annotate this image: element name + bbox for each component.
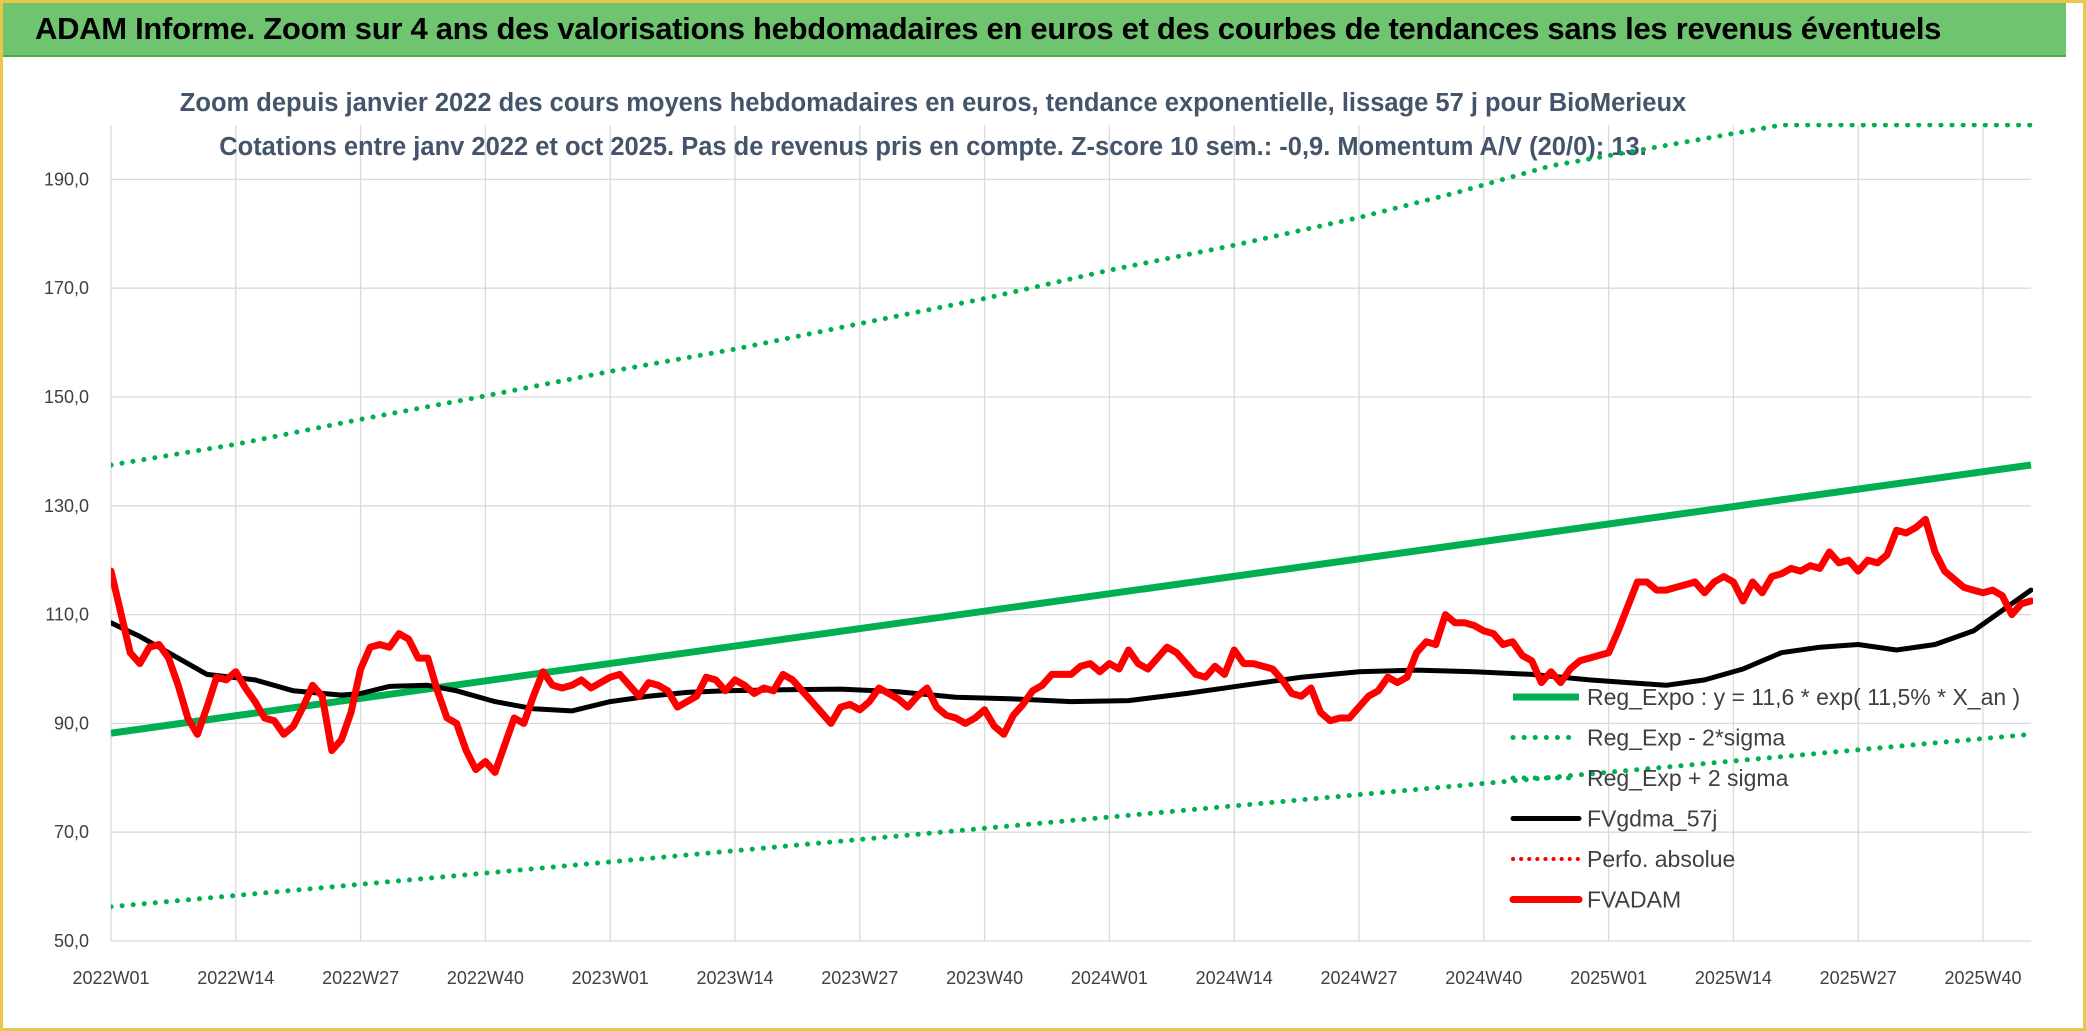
fvadam-line <box>111 515 2033 776</box>
fvgdma-57j-line <box>111 587 2033 714</box>
x-tick-label: 2024W27 <box>1320 968 1397 988</box>
header-banner: ADAM Informe. Zoom sur 4 ans des valoris… <box>3 3 2066 57</box>
chart-subtitle: Cotations entre janv 2022 et oct 2025. P… <box>219 133 1647 161</box>
y-tick-label: 110,0 <box>45 605 89 625</box>
legend-label-reg-expo-line: Reg_Expo : y = 11,6 * exp( 11,5% * X_an … <box>1587 684 2020 710</box>
legend-label-reg-exp-plus-2sigma-line: Reg_Exp + 2 sigma <box>1587 765 1789 791</box>
reg-exp-minus-2sigma-line <box>111 731 2033 910</box>
y-tick-label: 130,0 <box>44 496 89 516</box>
line-chart: Zoom depuis janvier 2022 des cours moyen… <box>44 89 2033 988</box>
y-tick-label: 190,0 <box>44 169 89 189</box>
x-tick-label: 2024W14 <box>1196 968 1273 988</box>
x-tick-label: 2023W27 <box>821 968 898 988</box>
x-tick-label: 2022W14 <box>197 968 274 988</box>
y-axis: 50,0 70,0 90,0 110,0 130,0 150,0 170,0 190,0 <box>44 169 89 951</box>
y-tick-label: 70,0 <box>54 822 89 842</box>
reg-expo-line <box>111 461 2032 737</box>
x-tick-label: 2024W40 <box>1445 968 1522 988</box>
x-axis: 2022W01 2022W14 2022W27 2022W40 2023W01 2023W… <box>72 968 2021 988</box>
x-tick-label: 2022W27 <box>322 968 399 988</box>
legend-label-perfo-absolue-line: Perfo. absolue <box>1587 846 1735 872</box>
y-tick-label: 150,0 <box>44 387 89 407</box>
x-tick-label: 2025W27 <box>1820 968 1897 988</box>
series-layer <box>111 123 2033 910</box>
reg-exp-plus-2sigma-line <box>111 123 2033 468</box>
legend-label-reg-exp-minus-2sigma-line: Reg_Exp - 2*sigma <box>1587 725 1785 751</box>
x-tick-label: 2023W14 <box>696 968 773 988</box>
x-tick-label: 2024W01 <box>1071 968 1148 988</box>
banner-title: ADAM Informe. Zoom sur 4 ans des valoris… <box>35 11 1942 46</box>
gridlines <box>110 125 2031 942</box>
x-tick-label: 2022W40 <box>447 968 524 988</box>
x-tick-label: 2023W01 <box>572 968 649 988</box>
y-tick-label: 50,0 <box>54 931 89 951</box>
x-tick-label: 2025W01 <box>1570 968 1647 988</box>
legend-label-fvgdma-57j-line: FVgdma_57j <box>1587 806 1717 832</box>
x-tick-label: 2025W14 <box>1695 968 1772 988</box>
x-tick-label: 2022W01 <box>72 968 149 988</box>
y-tick-label: 170,0 <box>44 278 89 298</box>
legend: Reg_Expo : y = 11,6 * exp( 11,5% * X_an … <box>1509 684 2020 913</box>
x-tick-label: 2023W40 <box>946 968 1023 988</box>
y-tick-label: 90,0 <box>54 713 89 733</box>
legend-label-fvadam-line: FVADAM <box>1587 887 1681 913</box>
x-tick-label: 2025W40 <box>1944 968 2021 988</box>
chart-title: Zoom depuis janvier 2022 des cours moyen… <box>180 89 1686 117</box>
